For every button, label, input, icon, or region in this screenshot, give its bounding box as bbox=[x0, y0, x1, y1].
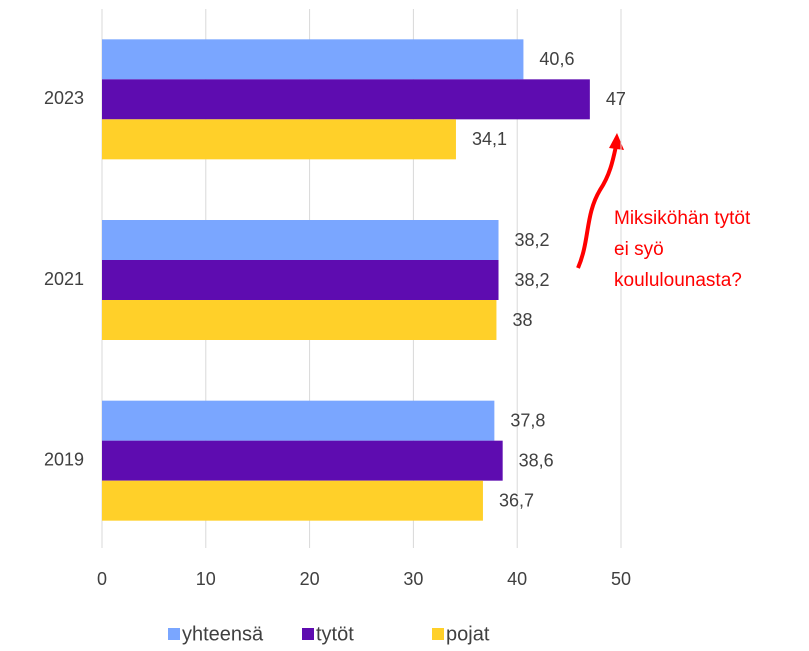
bar bbox=[102, 300, 497, 340]
annotation: koululounasta? bbox=[614, 270, 742, 291]
legend-swatch bbox=[302, 628, 314, 640]
bar bbox=[102, 440, 503, 481]
x-tick-label: 50 bbox=[611, 569, 631, 589]
bar bbox=[102, 400, 495, 441]
bar bbox=[102, 119, 456, 160]
value-label: 34,1 bbox=[472, 129, 507, 149]
x-tick-label: 0 bbox=[97, 569, 107, 589]
y-tick-label: 2021 bbox=[44, 269, 84, 289]
bar bbox=[102, 220, 499, 260]
value-label: 38,6 bbox=[519, 450, 554, 470]
value-label: 47 bbox=[606, 89, 626, 109]
annotation: Miksiköhän tytöt bbox=[614, 208, 751, 229]
y-tick-label: 2019 bbox=[44, 449, 84, 469]
x-tick-label: 10 bbox=[196, 569, 216, 589]
legend-swatch bbox=[168, 628, 180, 640]
bar bbox=[102, 480, 483, 521]
value-label: 37,8 bbox=[510, 410, 545, 430]
bar bbox=[102, 260, 499, 300]
annotation-arrowhead bbox=[609, 133, 624, 150]
bar bbox=[102, 39, 524, 80]
x-tick-label: 20 bbox=[300, 569, 320, 589]
value-label: 38,2 bbox=[515, 270, 550, 290]
legend-swatch bbox=[432, 628, 444, 640]
x-tick-label: 40 bbox=[507, 569, 527, 589]
value-label: 40,6 bbox=[539, 49, 574, 69]
annotation: ei syö bbox=[614, 239, 664, 260]
legend-label: yhteensä bbox=[182, 623, 264, 645]
annotation-arrow bbox=[576, 145, 618, 269]
value-label: 36,7 bbox=[499, 490, 534, 510]
x-tick-label: 30 bbox=[403, 569, 423, 589]
legend-label: tytöt bbox=[316, 623, 354, 645]
value-label: 38,2 bbox=[515, 230, 550, 250]
bar bbox=[102, 79, 590, 120]
y-tick-label: 2023 bbox=[44, 88, 84, 108]
legend-label: pojat bbox=[446, 623, 490, 645]
value-label: 38 bbox=[512, 310, 532, 330]
